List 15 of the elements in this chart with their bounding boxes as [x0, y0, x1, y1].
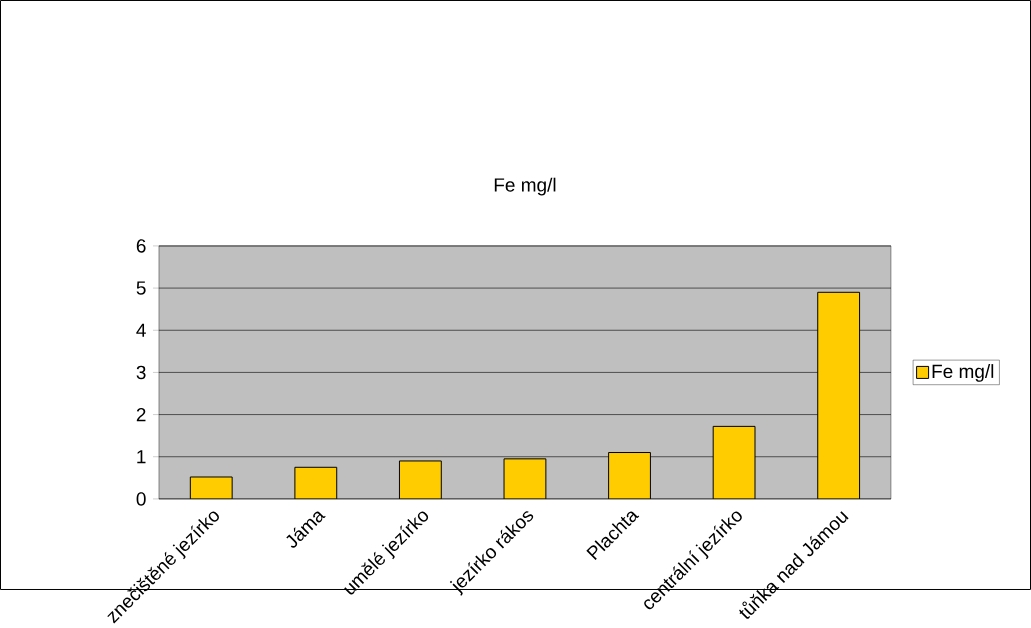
chart-title: Fe mg/l — [494, 177, 556, 196]
y-tick-label: 1 — [137, 450, 146, 464]
bar — [817, 291, 861, 499]
y-tick-label: 5 — [136, 281, 146, 295]
bar — [503, 458, 547, 499]
y-tick-label: 6 — [136, 239, 146, 253]
y-tick-label: 3 — [136, 365, 146, 380]
bar — [608, 451, 651, 499]
bar — [294, 466, 338, 499]
bar — [398, 460, 442, 499]
y-tick-label: 0 — [136, 492, 146, 506]
y-tick-label: 4 — [136, 323, 146, 337]
y-tick-label: 2 — [136, 407, 146, 422]
legend-label: Fe mg/l — [932, 364, 994, 382]
bar — [712, 425, 756, 499]
